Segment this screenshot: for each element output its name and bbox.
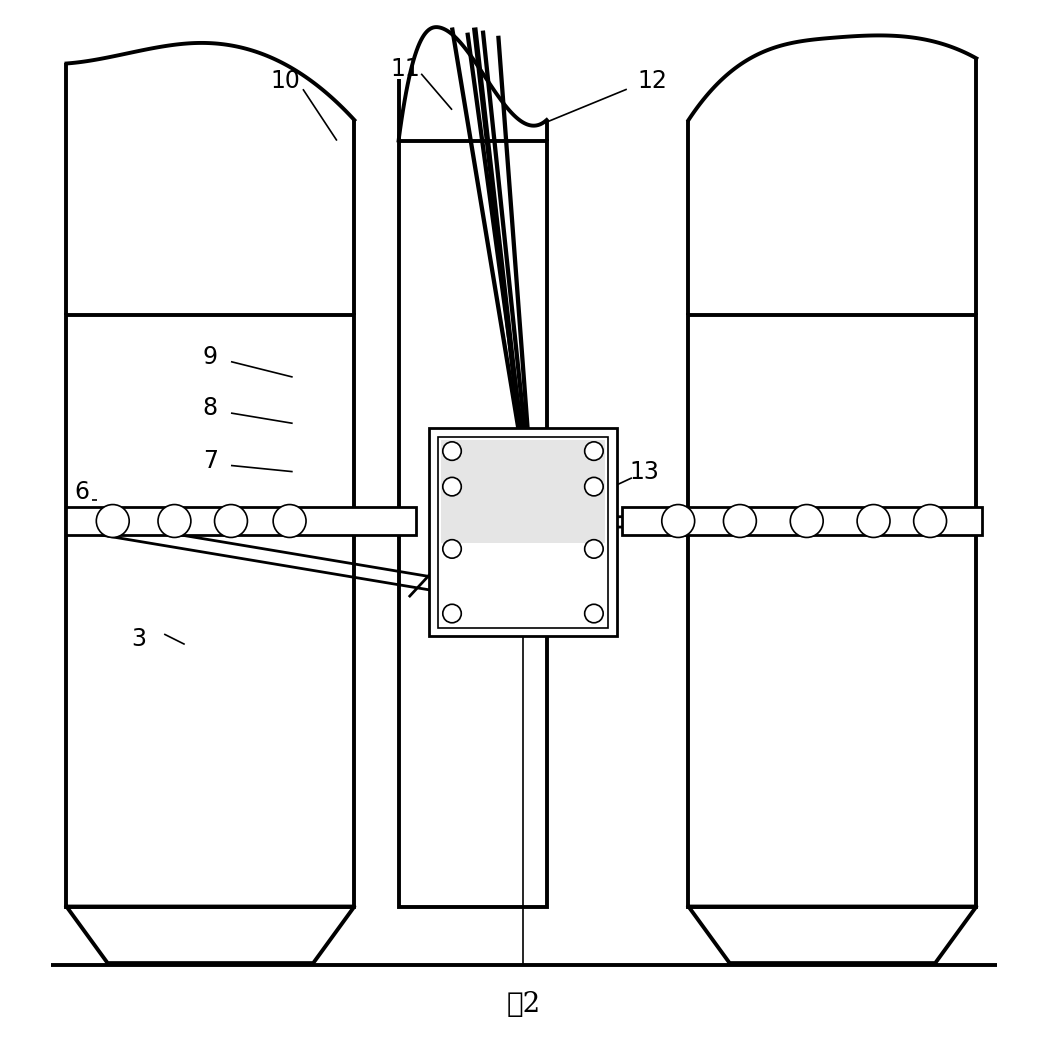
Circle shape [96,504,129,538]
Polygon shape [689,907,977,963]
Text: 图2: 图2 [507,991,541,1018]
Text: 6: 6 [74,480,89,504]
Circle shape [585,604,604,623]
Circle shape [158,504,191,538]
Circle shape [661,504,695,538]
Text: 7: 7 [203,449,218,473]
Text: 10: 10 [270,69,301,93]
Polygon shape [441,440,606,543]
Circle shape [914,504,946,538]
Circle shape [442,604,461,623]
Text: 11: 11 [391,56,420,80]
Text: 13: 13 [630,460,659,483]
Bar [66,506,416,536]
Circle shape [215,504,247,538]
Circle shape [585,477,604,496]
Polygon shape [66,907,354,963]
Text: 12: 12 [637,69,668,93]
Circle shape [442,442,461,461]
Bar [438,437,608,628]
Circle shape [723,504,757,538]
Circle shape [442,540,461,559]
Text: 3: 3 [131,627,146,651]
Circle shape [585,540,604,559]
Circle shape [790,504,823,538]
Text: 8: 8 [203,396,218,420]
Circle shape [274,504,306,538]
Bar [398,141,547,907]
Bar [621,506,982,536]
Bar [689,316,977,907]
Circle shape [857,504,890,538]
Text: 9: 9 [203,345,218,369]
Bar [66,316,354,907]
Circle shape [442,477,461,496]
Bar [430,428,616,637]
Circle shape [585,442,604,461]
